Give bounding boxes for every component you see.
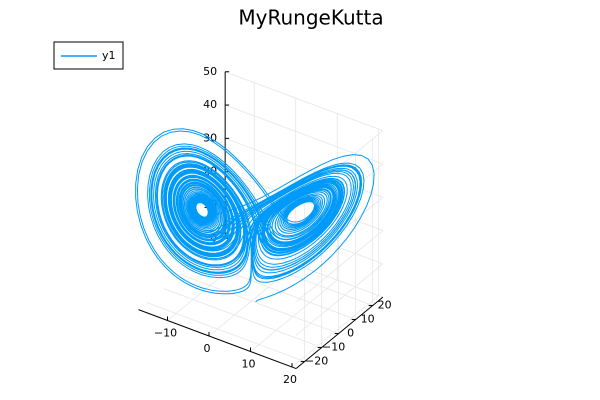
series-line-y1 (135, 128, 375, 303)
grid-line-y-floor (163, 288, 322, 348)
grid-line-x-floor (291, 295, 379, 368)
grid-line-y-floor (197, 260, 356, 320)
grid-line-y-floor (146, 302, 305, 362)
x-tick-label: 10 (242, 358, 256, 371)
series-y1 (135, 128, 375, 303)
grid-line-z-side (295, 230, 384, 303)
grid (146, 71, 384, 369)
grid-line-y-floor (180, 274, 339, 334)
y-tick-label: 20 (378, 299, 392, 312)
legend: y1 (53, 41, 124, 70)
z-tick-label: 50 (203, 65, 217, 78)
x-tick-label: 20 (283, 373, 297, 386)
z-tick-label: 40 (203, 98, 217, 111)
y-tick-label: 0 (347, 327, 354, 340)
chart-title: MyRungeKutta (238, 6, 383, 30)
grid-line-y-floor (214, 246, 373, 306)
x-tick-label: 0 (204, 342, 211, 355)
y-axis-line (295, 296, 384, 369)
x-tick-label: −10 (154, 327, 177, 340)
grid-line-z-side (295, 263, 384, 336)
x-axis-line (138, 309, 297, 370)
grid-line-x-floor (250, 279, 338, 352)
grid-line-z (225, 137, 383, 198)
legend-label-y1: y1 (102, 49, 116, 62)
y-tick-label: −20 (305, 355, 328, 368)
grid-line-z (225, 71, 383, 132)
z-tick-label: 0 (210, 231, 217, 244)
y-tick-label: 10 (361, 313, 375, 326)
y-tick-label: −10 (322, 341, 345, 354)
grid-line-z (225, 104, 383, 165)
